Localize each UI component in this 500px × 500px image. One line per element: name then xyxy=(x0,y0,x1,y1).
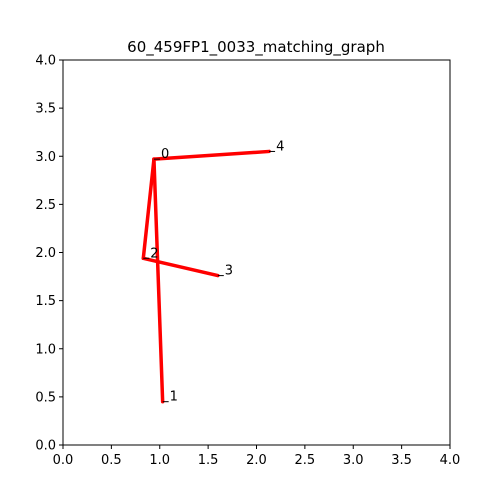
x-tick-label-8: 4.0 xyxy=(440,453,461,468)
x-tick-label-1: 0.5 xyxy=(101,453,122,468)
y-tick-label-2: 1.0 xyxy=(35,342,56,357)
y-tick-label-0: 0.0 xyxy=(35,439,56,454)
chart-title: 60_459FP1_0033_matching_graph xyxy=(127,38,385,57)
edge-0-2 xyxy=(141,157,156,261)
x-tick-label-4: 2.0 xyxy=(246,453,267,468)
plot-frame xyxy=(62,59,451,446)
x-tick-label-7: 3.5 xyxy=(391,453,412,468)
y-tick-label-5: 2.5 xyxy=(35,198,56,213)
node-label-3: 3 xyxy=(225,264,233,279)
node-label-2: 2 xyxy=(150,246,158,261)
y-tick-label-4: 2.0 xyxy=(35,246,56,261)
y-tick-label-6: 3.0 xyxy=(35,150,56,165)
axes-layer: 0.0 0.5 1.0 1.5 2.0 2.5 3.0 3.5 4.0 0.0 0.5 1.0 1.5 2… xyxy=(35,54,460,469)
nodes-layer: 0 1 2 3 4 xyxy=(143,139,284,405)
edge-0-4 xyxy=(152,149,271,161)
y-tick-label-7: 3.5 xyxy=(35,102,56,117)
x-tick-label-0: 0.0 xyxy=(53,453,74,468)
x-tick-label-3: 1.5 xyxy=(198,453,219,468)
edge-0-1 xyxy=(152,157,165,404)
x-tick-label-2: 1.0 xyxy=(149,453,170,468)
y-tick-label-8: 4.0 xyxy=(35,54,56,69)
node-label-0: 0 xyxy=(161,147,169,162)
y-tick-label-1: 0.5 xyxy=(35,390,56,405)
node-label-4: 4 xyxy=(276,139,284,154)
edges-layer xyxy=(141,149,271,404)
x-tick-label-5: 2.5 xyxy=(295,453,316,468)
y-tick-label-3: 1.5 xyxy=(35,294,56,309)
node-label-1: 1 xyxy=(170,390,178,405)
edge-2-3 xyxy=(141,256,220,278)
x-tick-label-6: 3.0 xyxy=(343,453,364,468)
